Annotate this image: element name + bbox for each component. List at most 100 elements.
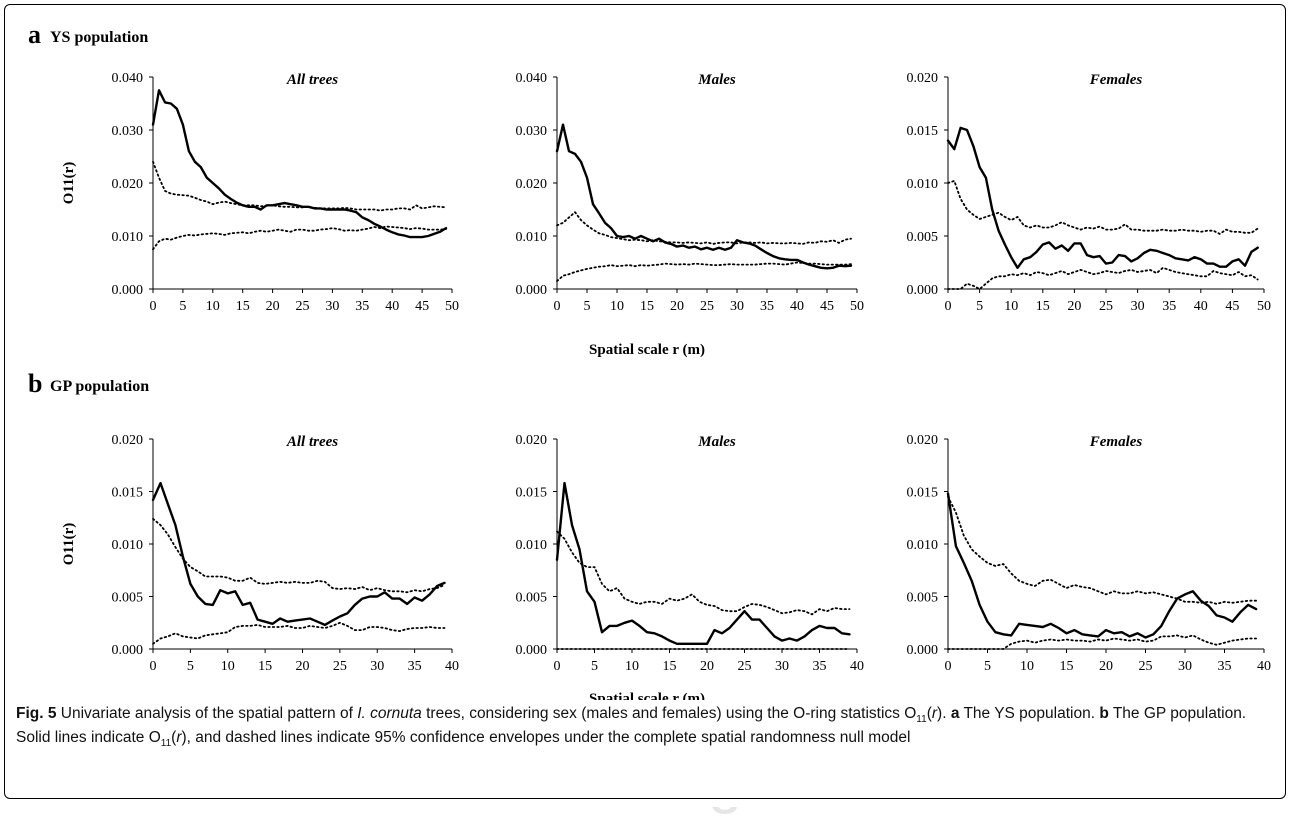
x-tick-label: 5 — [984, 659, 991, 674]
y-tick-label: 0.015 — [516, 486, 548, 501]
x-tick-label: 40 — [790, 299, 804, 314]
caption-text-1: Univariate analysis of the spatial patte… — [56, 705, 358, 722]
series-line-lower — [947, 266, 1259, 290]
x-tick-label: 30 — [1178, 659, 1192, 674]
y-tick-label: 0.030 — [112, 124, 144, 139]
series-line-upper — [556, 211, 852, 245]
chart-a-females: 0.000 0.005 0.010 0.015 0.020 0 5 10 15 20 25 30 35 4… — [907, 71, 1272, 314]
x-tick-label: 20 — [1067, 299, 1081, 314]
caption-sub-2: 11 — [160, 738, 172, 750]
x-tick-label: 15 — [236, 299, 250, 314]
x-tick-label: 20 — [296, 659, 310, 674]
x-tick-label: 35 — [1162, 299, 1176, 314]
x-tick-label: 25 — [1099, 299, 1113, 314]
x-tick-label: 0 — [945, 299, 952, 314]
x-tick-label: 5 — [584, 299, 591, 314]
y-tick-label: 0.020 — [112, 177, 144, 192]
x-tick-label: 10 — [221, 659, 235, 674]
series-line-lower — [947, 634, 1257, 650]
x-tick-label: 50 — [850, 299, 864, 314]
caption-text-2: trees, considering sex (males and female… — [421, 705, 917, 722]
x-tick-label: 50 — [445, 299, 459, 314]
x-axis-label-b: Spatial scale r (m) — [589, 691, 705, 700]
x-tick-label: 10 — [610, 299, 624, 314]
y-tick-label: 0.020 — [907, 433, 939, 448]
y-tick-label: 0.005 — [907, 591, 939, 606]
caption-r-2: r — [176, 729, 182, 746]
x-tick-label: 5 — [976, 299, 983, 314]
y-tick-label: 0.015 — [112, 486, 144, 501]
x-tick-label: 20 — [1099, 659, 1113, 674]
y-tick-label: 0.005 — [907, 230, 939, 245]
y-tick-label: 0.020 — [516, 177, 548, 192]
x-tick-label: 5 — [187, 659, 194, 674]
y-tick-label: 0.010 — [112, 230, 144, 245]
x-tick-label: 20 — [670, 299, 684, 314]
y-tick-label: 0.030 — [516, 124, 548, 139]
panel-title-b: GP population — [50, 378, 149, 395]
x-tick-label: 45 — [415, 299, 429, 314]
chart-title: Males — [697, 72, 736, 88]
x-tick-label: 0 — [554, 659, 561, 674]
y-tick-label: 0.010 — [907, 538, 939, 553]
x-tick-label: 10 — [206, 299, 220, 314]
series-line-upper — [556, 530, 851, 616]
series-line-upper — [947, 495, 1257, 605]
chart-title: Females — [1089, 434, 1143, 450]
figure-caption: Fig. 5 Univariate analysis of the spatia… — [16, 702, 1278, 750]
series-line-observed — [151, 89, 448, 239]
x-tick-label: 45 — [1225, 299, 1239, 314]
x-tick-label: 30 — [370, 659, 384, 674]
x-tick-label: 20 — [266, 299, 280, 314]
caption-panel-b: b — [1099, 705, 1109, 722]
x-tick-label: 20 — [700, 659, 714, 674]
caption-text-4: ). — [937, 705, 951, 722]
chart-title: All trees — [286, 72, 338, 88]
y-tick-label: 0.000 — [112, 283, 144, 298]
x-tick-label: 0 — [150, 659, 157, 674]
chart-a-all-trees: 0.000 0.010 0.020 0.030 0.040 0 5 10 15 20 25 30 35 4… — [61, 71, 459, 314]
x-tick-label: 30 — [1131, 299, 1145, 314]
x-tick-label: 30 — [730, 299, 744, 314]
caption-r-1: r — [931, 705, 938, 722]
x-tick-label: 5 — [179, 299, 186, 314]
figure-svg: a YS population Spatial scale r (m) b GP pop… — [28, 20, 1272, 700]
x-tick-label: 35 — [760, 299, 774, 314]
y-tick-label: 0.000 — [112, 643, 144, 658]
x-tick-label: 15 — [258, 659, 272, 674]
caption-panel-a: a — [950, 705, 960, 722]
chart-title: Males — [697, 434, 736, 450]
x-tick-label: 25 — [296, 299, 310, 314]
y-tick-label: 0.020 — [516, 433, 548, 448]
y-tick-label: 0.040 — [516, 71, 548, 86]
x-tick-label: 25 — [1139, 659, 1153, 674]
x-tick-label: 25 — [738, 659, 752, 674]
x-tick-label: 30 — [775, 659, 789, 674]
series-line-observed — [946, 492, 1258, 639]
caption-text-3: ( — [926, 705, 932, 722]
y-tick-label: 0.020 — [112, 433, 144, 448]
chart-b-males: 0.000 0.005 0.010 0.015 0.020 0 5 10 15 20 25 30 35 4… — [516, 433, 865, 674]
panel-letter-b: b — [28, 369, 42, 398]
x-tick-label: 45 — [820, 299, 834, 314]
caption-text-5: The YS population. — [959, 705, 1100, 722]
series-line-upper — [947, 179, 1259, 235]
x-tick-label: 10 — [625, 659, 639, 674]
panel-title-a: YS population — [50, 29, 148, 46]
series-line-observed — [151, 481, 446, 627]
caption-species: I. cornuta — [357, 705, 422, 722]
y-tick-label: 0.000 — [516, 643, 548, 658]
series-line-lower — [556, 261, 852, 283]
y-tick-label: 0.010 — [516, 538, 548, 553]
caption-text-6: The GP population. Solid lines indicate … — [16, 705, 1247, 746]
chart-a-males: 0.000 0.010 0.020 0.030 0.040 0 5 10 15 20 25 30 35 4… — [516, 71, 865, 314]
series-line-upper — [152, 517, 446, 594]
x-tick-label: 50 — [1257, 299, 1271, 314]
series-line-lower — [152, 621, 446, 645]
chart-title: Females — [1089, 72, 1143, 88]
chart-title: All trees — [286, 434, 338, 450]
y-tick-label: 0.000 — [907, 643, 939, 658]
x-tick-label: 10 — [1020, 659, 1034, 674]
x-tick-label: 35 — [408, 659, 422, 674]
y-tick-label: 0.000 — [907, 283, 939, 298]
